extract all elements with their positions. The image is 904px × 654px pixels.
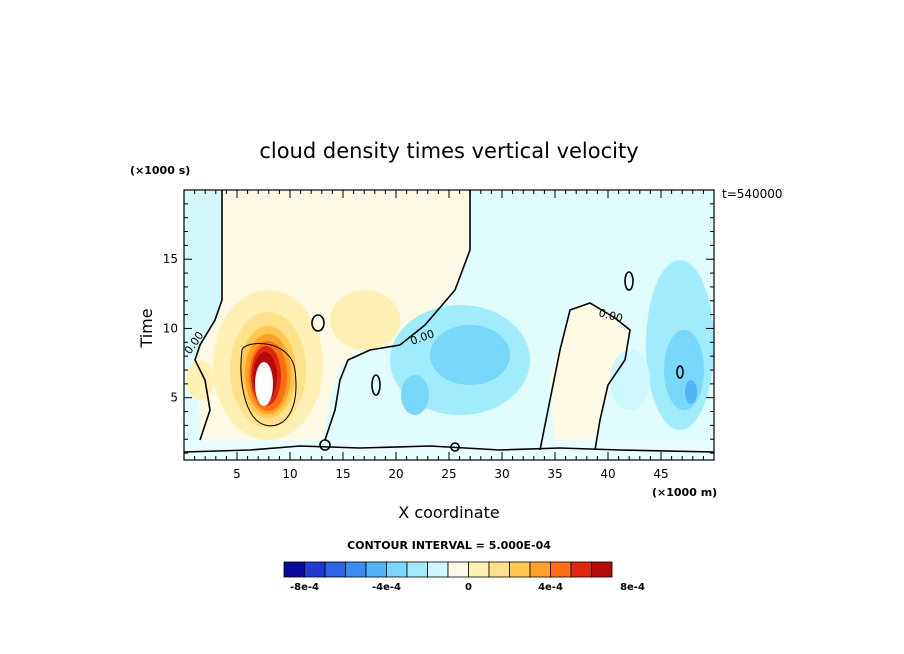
colorbar-swatch xyxy=(570,561,592,578)
colorbar-tick-label: -4e-4 xyxy=(372,582,401,593)
colorbar-swatch xyxy=(324,561,346,578)
colorbar-tick-label: -8e-4 xyxy=(290,582,319,593)
y-tick-label: 10 xyxy=(163,321,178,335)
x-tick-label: 20 xyxy=(388,467,403,481)
colorbar-swatch xyxy=(591,561,613,578)
colorbar-swatch xyxy=(488,561,510,578)
y-axis-label: Time xyxy=(137,308,156,348)
colorbar-swatch xyxy=(529,561,551,578)
colorbar-swatch xyxy=(345,561,367,578)
y-tick-label: 5 xyxy=(170,391,178,405)
axis-ticks: 5 10 15 20 25 30 35 40 45 5 10 15 xyxy=(163,190,714,481)
time-stamp: t=540000 xyxy=(722,187,783,201)
x-tick-label: 10 xyxy=(282,467,297,481)
chart-title: cloud density times vertical velocity xyxy=(259,139,638,163)
colorbar-swatch xyxy=(468,561,490,578)
colorbar-tick-label: 4e-4 xyxy=(538,582,563,593)
colorbar: -8e-4 -4e-4 0 4e-4 8e-4 xyxy=(283,561,645,593)
colorbar-swatch xyxy=(509,561,531,578)
colorbar-tick-label: 0 xyxy=(465,582,472,593)
x-tick-label: 5 xyxy=(233,467,241,481)
colorbar-swatch xyxy=(283,561,305,578)
x-tick-label: 15 xyxy=(335,467,350,481)
colorbar-swatch xyxy=(406,561,428,578)
x-axis-label: X coordinate xyxy=(398,503,499,522)
y-tick-label: 15 xyxy=(163,252,178,266)
colorbar-swatch xyxy=(386,561,408,578)
colorbar-swatch xyxy=(447,561,469,578)
y-unit-label: (×1000 s) xyxy=(130,164,190,177)
x-unit-label: (×1000 m) xyxy=(652,486,717,499)
colorbar-swatch xyxy=(304,561,326,578)
colorbar-tick-label: 8e-4 xyxy=(620,582,645,593)
contour-label: 0.00 xyxy=(597,306,624,325)
x-tick-label: 30 xyxy=(494,467,509,481)
colorbar-swatch xyxy=(427,561,449,578)
colorbar-swatch xyxy=(550,561,572,578)
x-tick-label: 35 xyxy=(547,467,562,481)
x-tick-label: 25 xyxy=(441,467,456,481)
heatmap-field xyxy=(184,190,714,460)
x-tick-label: 40 xyxy=(600,467,615,481)
contour-interval-text: CONTOUR INTERVAL = 5.000E-04 xyxy=(347,539,551,552)
x-tick-label: 45 xyxy=(653,467,668,481)
colorbar-swatch xyxy=(365,561,387,578)
